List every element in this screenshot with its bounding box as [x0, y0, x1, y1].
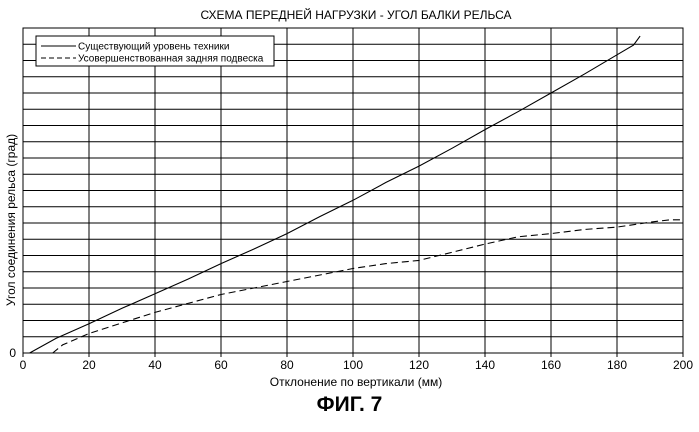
legend: Существующий уровень техникиУсовершенств… [35, 35, 275, 67]
x-tick-label: 160 [541, 358, 561, 372]
y-axis-label: Угол соединения рельса (град) [4, 134, 18, 306]
x-tick-label: 20 [82, 358, 96, 372]
x-tick-label: 0 [20, 358, 27, 372]
chart-title: СХЕМА ПЕРЕДНЕЙ НАГРУЗКИ - УГОЛ БАЛКИ РЕЛ… [201, 7, 512, 22]
legend-box [35, 35, 275, 67]
series-group [29, 35, 683, 354]
figure-caption: ФИГ. 7 [316, 393, 383, 416]
x-tick-label: 80 [280, 358, 294, 372]
legend-label-2: Усовершенствованная задняя подвеска [78, 54, 264, 65]
x-axis-ticks: 0 20 40 60 80 100 120 140 160 180 200 [20, 353, 693, 372]
x-tick-label: 100 [343, 358, 363, 372]
legend-label-1: Существующий уровень техники [78, 42, 229, 53]
grid [22, 28, 684, 353]
series-line-2 [52, 219, 683, 354]
y-tick-label: 0 [9, 346, 16, 360]
x-tick-label: 200 [673, 358, 693, 372]
series-line-1 [29, 35, 641, 354]
x-tick-label: 60 [214, 358, 228, 372]
x-tick-label: 120 [409, 358, 429, 372]
y-axis-ticks: 0 [9, 346, 16, 360]
x-tick-label: 40 [148, 358, 162, 372]
x-axis-label: Отклонение по вертикали (мм) [270, 375, 442, 389]
x-tick-label: 180 [607, 358, 627, 372]
x-tick-label: 140 [475, 358, 495, 372]
